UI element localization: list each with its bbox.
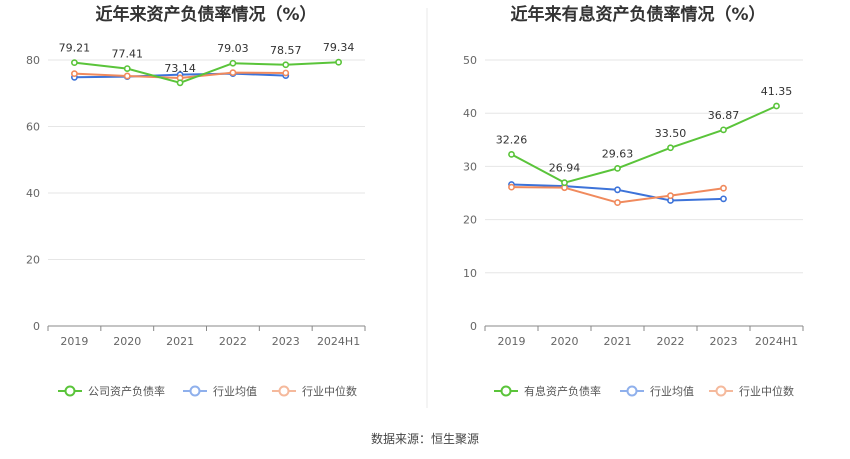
y-tick-label: 0 — [470, 320, 477, 333]
x-tick-label: 2019 — [498, 335, 526, 348]
legend-label: 行业中位数 — [739, 384, 794, 398]
x-tick-label: 2023 — [272, 335, 300, 348]
data-label: 77.41 — [112, 48, 144, 61]
y-tick-label: 60 — [26, 121, 40, 134]
data-point-industry_median — [123, 72, 131, 80]
data-point-company — [667, 144, 674, 152]
data-point-company — [71, 59, 78, 67]
legend-swatch-marker — [715, 385, 727, 397]
data-label: 78.57 — [270, 44, 302, 57]
x-tick-label: 2022 — [657, 335, 685, 348]
x-tick-label: 2020 — [113, 335, 141, 348]
y-tick-label: 30 — [463, 160, 477, 173]
series-line-company — [74, 61, 339, 84]
data-point-industry_avg — [614, 186, 621, 194]
y-tick-label: 40 — [26, 187, 40, 200]
data-label: 79.03 — [217, 42, 249, 55]
y-tick-label: 0 — [33, 320, 40, 333]
x-tick-label: 2024H1 — [317, 335, 360, 348]
data-source-note: 数据来源：恒生聚源 — [371, 431, 479, 446]
legend-label: 公司资产负债率 — [88, 384, 165, 398]
x-tick-label: 2020 — [551, 335, 579, 348]
legend-swatch-marker — [189, 385, 201, 397]
legend-swatch-marker — [500, 385, 512, 397]
x-tick-label: 2019 — [60, 335, 88, 348]
data-point-company — [123, 65, 131, 73]
data-point-company — [508, 150, 515, 158]
data-point-company — [176, 79, 184, 87]
data-point-industry_median — [229, 69, 237, 77]
data-label: 41.35 — [761, 85, 793, 98]
y-tick-label: 50 — [463, 54, 477, 67]
data-point-company — [773, 102, 780, 110]
data-point-industry_median — [282, 69, 290, 77]
y-tick-label: 40 — [463, 107, 477, 120]
data-label: 29.63 — [602, 147, 634, 160]
data-point-company — [335, 58, 342, 66]
legend-label: 行业均值 — [650, 385, 694, 398]
legend-swatch-marker — [626, 385, 638, 397]
chart-title: 近年来有息资产负债率情况（%） — [510, 4, 765, 25]
data-point-industry_median — [508, 183, 515, 191]
data-point-industry_median — [614, 199, 621, 206]
data-label: 79.34 — [323, 41, 355, 54]
legend-swatch-marker — [64, 385, 76, 397]
data-label: 73.14 — [164, 62, 196, 75]
legend-label: 行业中位数 — [302, 384, 357, 398]
chart-panel-interest-debt-ratio: 近年来有息资产负债率情况（%） 0 10 20 30 40 50 2019 2020 2021 20… — [463, 4, 804, 398]
data-point-industry_median — [71, 70, 78, 78]
data-point-company — [614, 164, 621, 172]
x-tick-label: 2023 — [710, 335, 738, 348]
data-label: 26.94 — [549, 162, 581, 175]
chart-panel-debt-ratio: 近年来资产负债率情况（%） 0 20 40 60 80 2019 2020 2021 2022 20… — [26, 4, 366, 398]
data-point-industry_median — [667, 192, 674, 200]
data-label: 79.21 — [59, 42, 91, 55]
x-tick-label: 2021 — [166, 335, 194, 348]
data-label: 32.26 — [496, 133, 528, 146]
chart-title: 近年来资产负债率情况（%） — [95, 4, 316, 25]
series-line-company — [511, 105, 777, 184]
x-tick-label: 2021 — [604, 335, 632, 348]
legend-label: 有息资产负债率 — [524, 384, 601, 398]
x-tick-label: 2022 — [219, 335, 247, 348]
legend-label: 行业均值 — [213, 385, 257, 398]
data-label: 33.50 — [655, 127, 687, 140]
data-point-company — [561, 179, 568, 187]
x-tick-label: 2024H1 — [755, 335, 798, 348]
data-point-company — [282, 61, 290, 69]
data-point-company — [720, 126, 727, 134]
y-tick-label: 20 — [26, 254, 40, 267]
y-tick-label: 80 — [26, 54, 40, 67]
y-tick-label: 20 — [463, 214, 477, 227]
data-point-company — [229, 59, 237, 67]
data-point-industry_avg — [720, 195, 727, 203]
data-point-industry_median — [720, 184, 727, 192]
legend-swatch-marker — [278, 385, 290, 397]
data-label: 36.87 — [708, 109, 740, 122]
y-tick-label: 10 — [463, 267, 477, 280]
